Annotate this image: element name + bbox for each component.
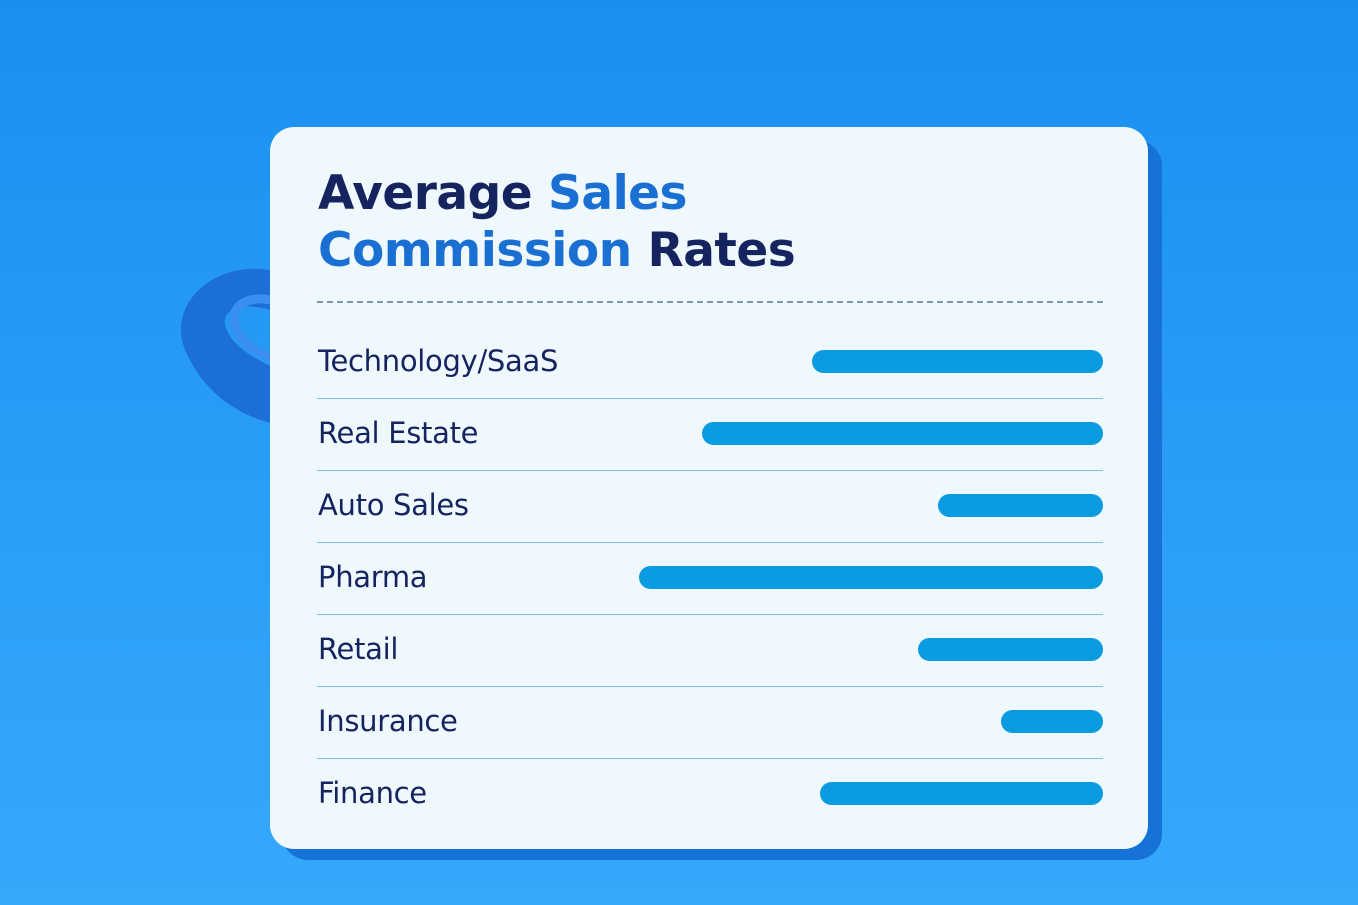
bar bbox=[938, 494, 1103, 517]
category-label: Auto Sales bbox=[318, 488, 469, 522]
title-part-rates: Rates bbox=[631, 223, 796, 278]
bar bbox=[1001, 710, 1103, 733]
bar-row: Insurance bbox=[317, 687, 1103, 759]
bar bbox=[639, 566, 1103, 589]
category-label: Real Estate bbox=[318, 416, 479, 450]
category-label: Technology/SaaS bbox=[318, 344, 559, 378]
paperclip-icon bbox=[181, 268, 280, 425]
title-part-sales: Sales bbox=[548, 166, 688, 221]
bar bbox=[820, 782, 1103, 805]
title-part-average: Average bbox=[318, 166, 548, 221]
bar bbox=[812, 350, 1103, 373]
bar-row: Finance bbox=[317, 759, 1103, 831]
bar-row: Pharma bbox=[317, 543, 1103, 615]
category-label: Pharma bbox=[318, 560, 428, 594]
title-part-commission: Commission bbox=[318, 223, 632, 278]
bar-row: Retail bbox=[317, 615, 1103, 687]
chart-title: Average Sales Commission Rates bbox=[318, 165, 796, 279]
title-divider bbox=[317, 301, 1103, 303]
category-label: Retail bbox=[318, 632, 399, 666]
bar-row: Technology/SaaS bbox=[317, 327, 1103, 399]
category-label: Insurance bbox=[318, 704, 458, 738]
bar-row: Real Estate bbox=[317, 399, 1103, 471]
bar-rows: Technology/SaaS Real Estate Auto Sales Phar… bbox=[317, 327, 1103, 831]
bar bbox=[918, 638, 1103, 661]
bar bbox=[702, 422, 1103, 445]
chart-card: Average Sales Commission Rates Technology… bbox=[270, 127, 1148, 849]
category-label: Finance bbox=[318, 776, 427, 810]
bar-row: Auto Sales bbox=[317, 471, 1103, 543]
